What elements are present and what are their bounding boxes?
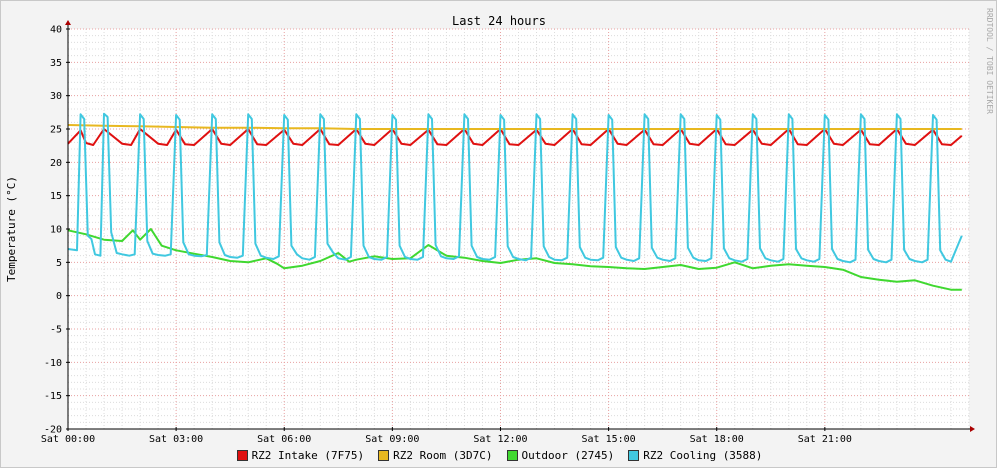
watermark: RRDTOOL / TOBI OETIKER: [985, 8, 994, 114]
chart-title: Last 24 hours: [452, 14, 546, 28]
y-tick-label: 25: [50, 125, 62, 136]
x-tick-label: Sat 03:00: [149, 434, 203, 445]
legend-item: Outdoor (2745): [506, 448, 615, 462]
legend-swatch: [506, 449, 518, 461]
x-tick-label: Sat 06:00: [257, 434, 311, 445]
series-line-2: [67, 228, 962, 291]
x-tick-label: Sat 21:00: [798, 434, 852, 445]
y-tick-label: -10: [44, 358, 62, 369]
x-axis-arrow: [970, 426, 975, 432]
y-tick-label: 0: [56, 291, 62, 302]
y-tick-label: 15: [50, 191, 62, 202]
legend-item: RZ2 Cooling (3588): [628, 449, 762, 462]
legend-label: RZ2 Cooling (3588): [643, 448, 763, 462]
y-tick-label: 40: [50, 25, 62, 36]
legend-item: RZ2 Intake (7F75): [236, 448, 365, 462]
series-line-1: [67, 124, 962, 130]
x-tick-label: Sat 09:00: [365, 434, 419, 445]
y-tick-label: 30: [50, 91, 62, 102]
x-tick-label: Sat 18:00: [690, 434, 744, 445]
legend-label: RZ2 Room (3D7C): [393, 448, 493, 462]
y-tick-label: -15: [44, 391, 62, 402]
y-axis-arrow: [65, 20, 71, 25]
x-tick-label: Sat 12:00: [473, 434, 527, 445]
legend-swatch: [628, 449, 640, 461]
legend-swatch: [236, 449, 248, 461]
x-tick-label: Sat 15:00: [582, 434, 636, 445]
series-line-3: [67, 112, 963, 264]
y-tick-label: -5: [50, 325, 62, 336]
y-tick-label: 10: [50, 225, 62, 236]
y-axis-label: Temperature (°C): [5, 176, 18, 282]
legend-label: RZ2 Intake (7F75): [251, 448, 365, 462]
legend-swatch: [378, 449, 390, 461]
legend: RZ2 Intake (7F75) RZ2 Room (3D7C) Outdoor …: [1, 447, 997, 463]
y-tick-label: 5: [56, 258, 62, 269]
legend-label: Outdoor (2745): [521, 448, 615, 462]
chart-svg: -20 -15 -10 -5 0 5 10 15 20 25 30 35 40 Sat 00:00 Sat…: [5, 8, 994, 445]
y-tick-label: 35: [50, 58, 62, 69]
legend-item: RZ2 Room (3D7C): [378, 448, 493, 462]
y-tick-label: -20: [44, 425, 62, 436]
y-tick-label: 20: [50, 158, 62, 169]
series-line-0: [67, 128, 963, 146]
x-tick-label: Sat 00:00: [41, 434, 95, 445]
